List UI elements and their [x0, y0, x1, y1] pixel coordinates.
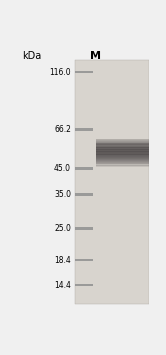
- Text: 35.0: 35.0: [54, 190, 71, 199]
- Bar: [96, 142, 149, 143]
- Bar: [96, 156, 149, 157]
- Bar: [96, 139, 149, 140]
- Bar: [96, 165, 149, 166]
- Text: 25.0: 25.0: [54, 224, 71, 233]
- Bar: [96, 152, 149, 153]
- Bar: [96, 155, 149, 156]
- Bar: [96, 140, 149, 141]
- Bar: [96, 146, 149, 147]
- Bar: [96, 145, 149, 146]
- Bar: [96, 151, 149, 152]
- Bar: [96, 152, 149, 153]
- Bar: [96, 149, 149, 150]
- Bar: [96, 159, 149, 160]
- Bar: [96, 155, 149, 156]
- Bar: [96, 156, 149, 157]
- Bar: [96, 145, 149, 146]
- Bar: [96, 148, 149, 149]
- Bar: [96, 157, 149, 158]
- Bar: [96, 147, 149, 148]
- Bar: [96, 149, 149, 150]
- Text: 14.4: 14.4: [54, 280, 71, 290]
- Bar: [96, 144, 149, 145]
- Bar: [96, 143, 149, 144]
- Bar: [96, 150, 149, 151]
- Bar: [96, 161, 149, 162]
- Bar: [75, 128, 93, 131]
- Text: kDa: kDa: [22, 51, 41, 61]
- Bar: [75, 167, 93, 170]
- Bar: [96, 162, 149, 163]
- Bar: [75, 71, 93, 73]
- Bar: [96, 146, 149, 147]
- Bar: [96, 155, 149, 156]
- Bar: [96, 141, 149, 142]
- Bar: [96, 147, 149, 148]
- Text: M: M: [90, 51, 101, 61]
- Bar: [96, 158, 149, 159]
- Bar: [96, 157, 149, 158]
- Bar: [96, 165, 149, 166]
- Bar: [96, 139, 149, 140]
- Bar: [75, 259, 93, 261]
- Text: 116.0: 116.0: [49, 67, 71, 76]
- Bar: [75, 227, 93, 230]
- Bar: [96, 145, 149, 146]
- Bar: [96, 140, 149, 141]
- Bar: [96, 150, 149, 151]
- Bar: [96, 151, 149, 152]
- Bar: [96, 162, 149, 163]
- Bar: [96, 146, 149, 147]
- Bar: [96, 164, 149, 165]
- Text: 45.0: 45.0: [54, 164, 71, 173]
- Bar: [75, 193, 93, 196]
- Bar: [96, 153, 149, 154]
- Bar: [96, 158, 149, 159]
- Bar: [96, 160, 149, 161]
- Bar: [96, 148, 149, 149]
- Bar: [96, 164, 149, 165]
- Text: 66.2: 66.2: [54, 125, 71, 134]
- Bar: [96, 140, 149, 141]
- Bar: [75, 284, 93, 286]
- Bar: [96, 161, 149, 162]
- Bar: [96, 159, 149, 160]
- Bar: [96, 154, 149, 155]
- Bar: [96, 163, 149, 164]
- Bar: [96, 144, 149, 145]
- Bar: [96, 153, 149, 154]
- Bar: [96, 154, 149, 155]
- Bar: [96, 141, 149, 142]
- Text: 18.4: 18.4: [54, 256, 71, 264]
- Bar: [96, 143, 149, 144]
- Bar: [96, 139, 149, 140]
- Bar: [96, 142, 149, 143]
- Bar: [75, 60, 149, 304]
- Bar: [96, 160, 149, 161]
- Bar: [96, 147, 149, 148]
